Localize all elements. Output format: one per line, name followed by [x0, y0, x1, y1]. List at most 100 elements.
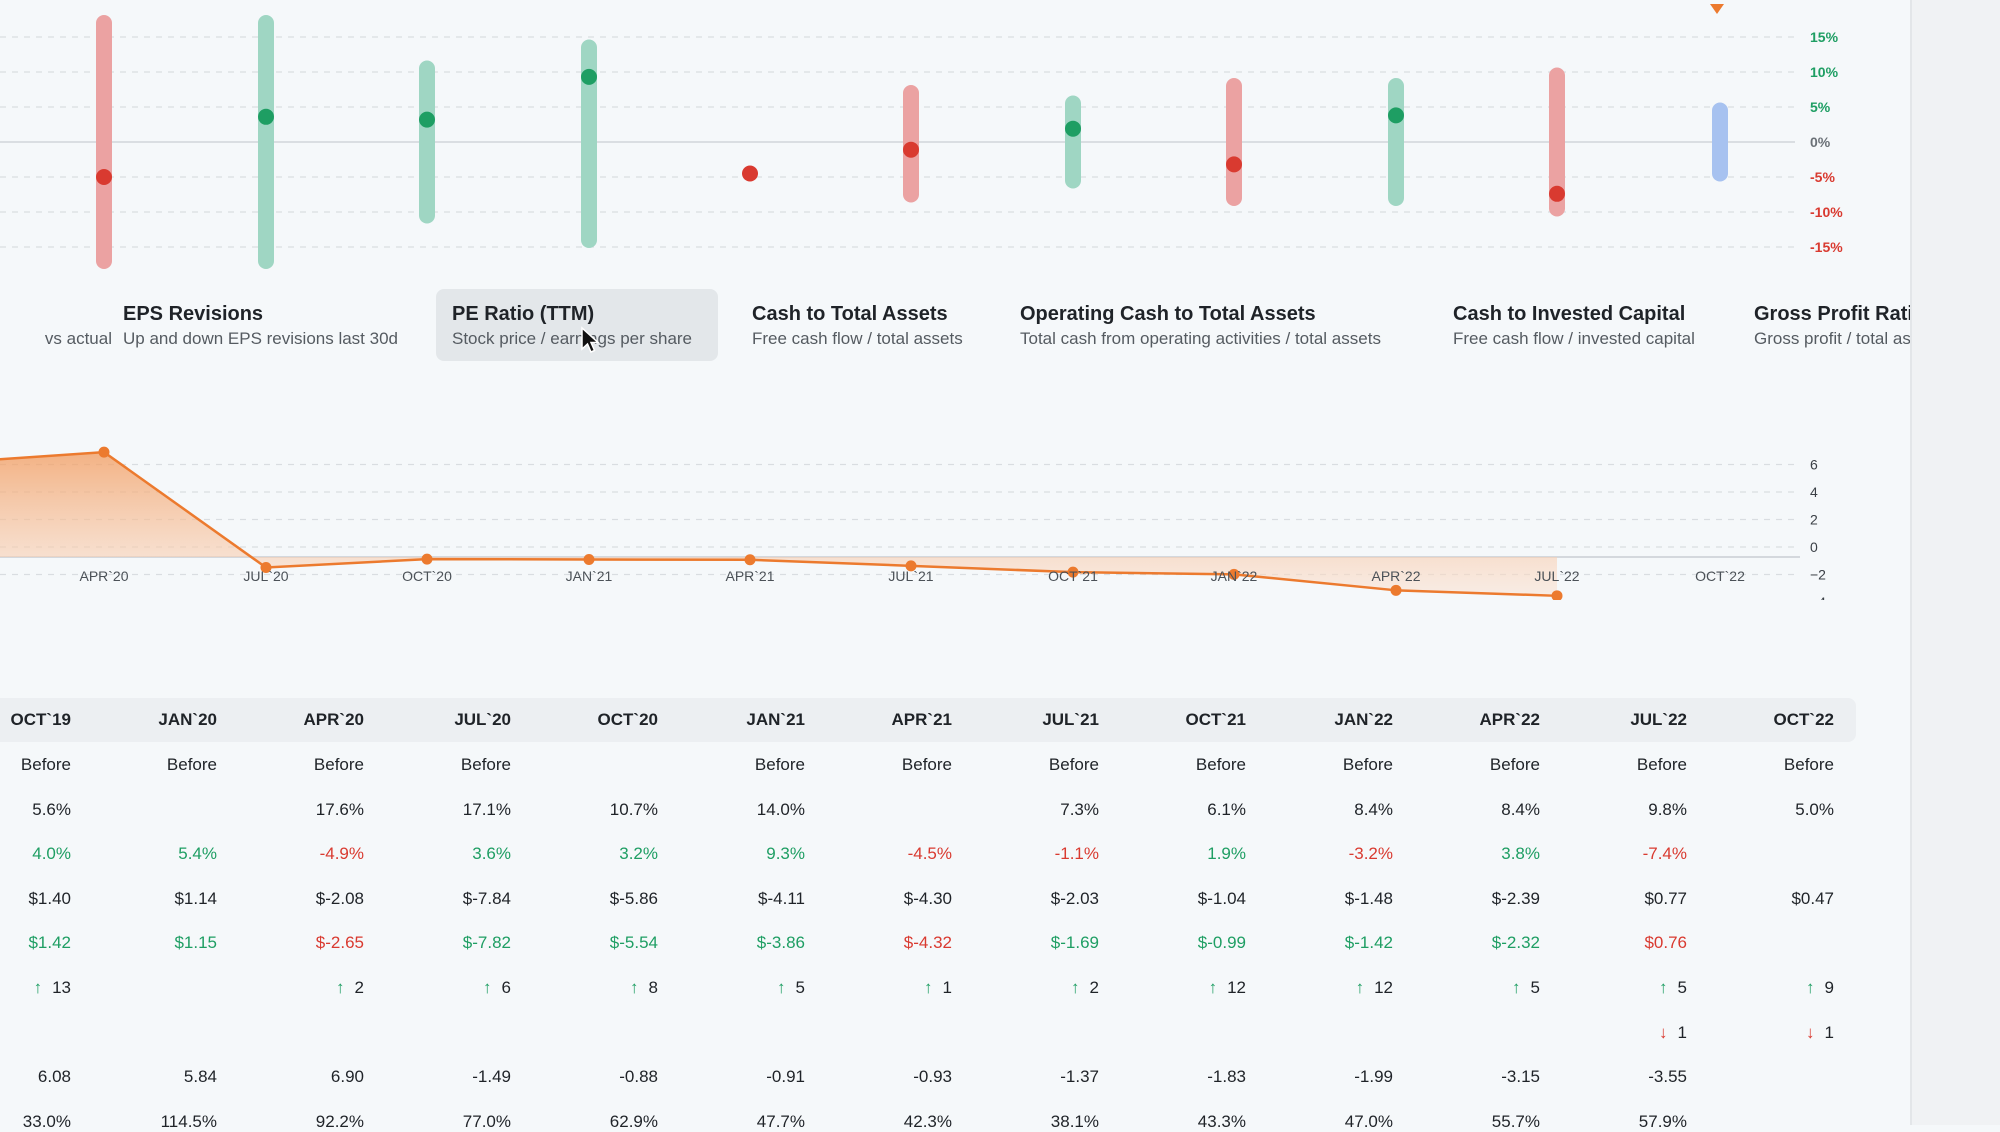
table-cell: Before — [969, 755, 1099, 775]
metric-tab-title: Cash to Total Assets — [752, 303, 948, 325]
table-cell: 5.0% — [1704, 800, 1834, 820]
table-cell: $-7.84 — [381, 889, 511, 909]
column-header: JAN`21 — [675, 710, 805, 730]
y-tick-label: -10% — [1810, 204, 1843, 220]
data-point[interactable] — [1390, 584, 1402, 596]
cell-value: 8.4% — [1501, 799, 1540, 819]
column-header: OCT`21 — [1116, 710, 1246, 730]
y-tick-label: 15% — [1810, 29, 1839, 45]
metric-tab[interactable]: EPS Revisions Up and down EPS revisions l… — [107, 289, 407, 361]
cell-value: -3.2% — [1348, 844, 1393, 864]
cell-value: 43.3% — [1197, 1111, 1246, 1131]
cell-value: Before — [1048, 755, 1099, 774]
data-point[interactable] — [1228, 568, 1240, 580]
cell-value: Before — [1783, 755, 1834, 774]
table-cell: 92.2% — [234, 1112, 364, 1132]
table-cell: -1.83 — [1116, 1067, 1246, 1087]
table-cell: $1.42 — [0, 933, 71, 953]
column-header-label: JAN`22 — [1334, 710, 1393, 729]
table-cell: $-0.99 — [1116, 933, 1246, 953]
cell-value: 6.08 — [37, 1067, 71, 1087]
column-header-label: APR`20 — [303, 710, 364, 729]
cell-value: -0.88 — [619, 1067, 658, 1087]
data-point[interactable] — [260, 561, 272, 573]
metric-tab[interactable]: Gross Profit Ratio Gross profit / total a… — [1738, 289, 1910, 361]
cell-value: -1.49 — [472, 1067, 511, 1087]
table-cell: $-1.04 — [1116, 889, 1246, 909]
data-point[interactable] — [583, 554, 595, 566]
table-cell: ↑ 8 — [528, 978, 658, 998]
right-panel — [1910, 0, 2000, 1125]
cell-value: 9 — [1824, 978, 1834, 997]
value-dot — [1388, 107, 1404, 124]
cell-value: 5 — [1677, 978, 1687, 997]
cell-value: 5.0% — [1795, 799, 1834, 819]
data-point[interactable] — [905, 560, 917, 572]
table-cell: -3.15 — [1410, 1067, 1540, 1087]
cell-value: 8 — [648, 978, 658, 997]
cell-value: $-2.32 — [1491, 933, 1540, 953]
table-cell: -1.1% — [969, 844, 1099, 864]
table-cell: 5.84 — [87, 1067, 217, 1087]
cell-value: $0.76 — [1644, 933, 1687, 953]
cell-value: 55.7% — [1491, 1111, 1540, 1131]
table-cell: $-5.86 — [528, 889, 658, 909]
table-cell: $-2.39 — [1410, 889, 1540, 909]
cell-value: 5 — [1530, 978, 1540, 997]
data-point[interactable] — [1067, 566, 1079, 578]
table-cell: $-1.69 — [969, 933, 1099, 953]
cell-value: 1 — [1677, 1022, 1687, 1042]
cell-value: $1.15 — [174, 933, 217, 953]
cell-value: $-1.69 — [1050, 933, 1099, 953]
cell-value: Before — [166, 755, 217, 774]
table-cell: $-5.54 — [528, 933, 658, 953]
table-cell: 8.4% — [1410, 800, 1540, 820]
column-header-label: APR`22 — [1479, 710, 1540, 729]
metric-tab-title: Gross Profit Ratio — [1754, 303, 1910, 325]
metric-tab-subtitle: Gross profit / total assets — [1754, 329, 1910, 348]
data-point[interactable] — [744, 554, 756, 566]
table-cell: ↑ 12 — [1263, 978, 1393, 998]
cell-value: $-3.86 — [756, 933, 805, 953]
table-cell: 42.3% — [822, 1112, 952, 1132]
cell-value: 47.7% — [756, 1111, 805, 1131]
table-cell: Before — [1704, 755, 1834, 775]
table-cell: $-3.86 — [675, 933, 805, 953]
metric-tab[interactable]: Cash to Total Assets Free cash flow / tot… — [736, 289, 976, 361]
value-dot — [258, 108, 274, 125]
metric-tab-title: EPS Revisions — [123, 303, 264, 325]
column-header: APR`21 — [822, 710, 952, 730]
cell-value: 42.3% — [903, 1111, 952, 1131]
cell-value: 3.8% — [1501, 844, 1540, 864]
metric-tab[interactable]: Operating Cash to Total Assets Total cash… — [1004, 289, 1424, 361]
cell-value: $-4.30 — [903, 888, 952, 908]
arrow-up-icon: ↑ — [777, 978, 786, 997]
cell-value: Before — [460, 755, 511, 774]
table-cell: 5.4% — [87, 844, 217, 864]
metric-tab[interactable]: PE Ratio (TTM) Stock price / earnings per… — [436, 289, 718, 361]
metric-tab[interactable]: Cash to Invested Capital Free cash flow /… — [1437, 289, 1727, 361]
arrow-up-icon: ↑ — [1355, 978, 1365, 997]
cell-value: $-1.42 — [1344, 933, 1393, 953]
column-header-label: JUL`20 — [454, 710, 511, 729]
table-cell: $1.14 — [87, 889, 217, 909]
table-cell: ↑ 6 — [381, 978, 511, 998]
table-cell: -3.2% — [1263, 844, 1393, 864]
metric-tab[interactable]: vs actual — [0, 289, 112, 361]
column-header: JUL`21 — [969, 710, 1099, 730]
data-point[interactable] — [1551, 590, 1563, 600]
data-point[interactable] — [421, 553, 433, 565]
cell-value: $-1.48 — [1344, 888, 1393, 908]
value-dot — [742, 165, 758, 182]
x-tick-label: APR`22 — [1371, 568, 1420, 584]
table-cell: 5.6% — [0, 800, 71, 820]
y-tick-label: -5% — [1810, 169, 1835, 185]
data-point[interactable] — [98, 446, 110, 458]
table-cell: 3.2% — [528, 844, 658, 864]
table-cell: 17.6% — [234, 800, 364, 820]
table-cell: Before — [822, 755, 952, 775]
table-cell: 47.0% — [1263, 1112, 1393, 1132]
cell-value: 114.5% — [160, 1111, 217, 1131]
cell-value: 12 — [1227, 978, 1246, 997]
column-header-label: JAN`21 — [746, 710, 805, 729]
